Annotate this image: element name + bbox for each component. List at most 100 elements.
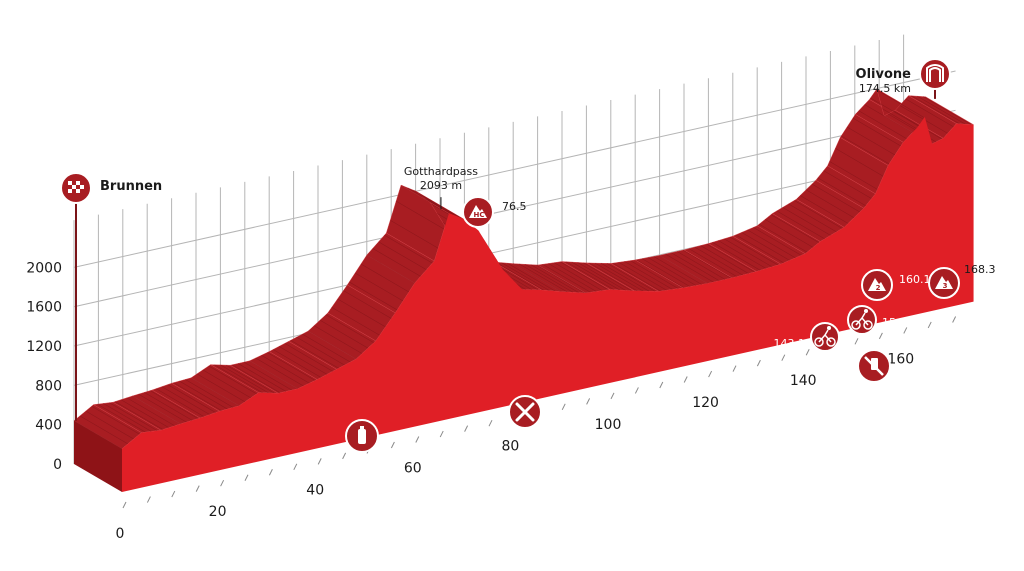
- profile-ridge-hatch: [366, 254, 415, 284]
- profile-ridge-hatch: [190, 377, 240, 407]
- x-tick-label: 40: [306, 482, 324, 498]
- profile-ridge-hatch: [595, 262, 644, 292]
- x-tick-label: 20: [209, 504, 227, 520]
- profile-ridge-hatch: [360, 263, 410, 293]
- grid-line-horizontal: [73, 70, 956, 268]
- cyclist-wheel: [814, 337, 824, 347]
- climb-category: HC: [474, 211, 485, 219]
- profile-ridge-hatch: [589, 262, 638, 292]
- profile-ridge-hatch: [571, 261, 620, 291]
- x-tick-mark: [293, 463, 298, 471]
- profile-side-face: [74, 420, 122, 492]
- profile-ridge-hatch: [829, 161, 878, 190]
- y-tick-label: 400: [35, 418, 62, 434]
- profile-ridge-hatch: [653, 256, 702, 285]
- profile-ridge-hatch: [706, 243, 755, 273]
- profile-ridge-hatch: [308, 330, 357, 360]
- climb-km-label: 160.1: [899, 273, 931, 286]
- profile-ridge-hatch: [120, 399, 169, 428]
- profile-ridge-hatch: [817, 177, 866, 207]
- profile-ridge-hatch: [161, 386, 210, 415]
- grid-line-horizontal: [73, 149, 956, 347]
- profile-ridge-hatch: [700, 245, 749, 274]
- bottle-cap: [360, 426, 364, 429]
- x-tick-mark: [878, 332, 883, 340]
- cyclist-head: [864, 309, 868, 313]
- profile-ridge-hatch: [214, 364, 263, 394]
- profile-ridge-hatch: [343, 290, 392, 319]
- profile-ridge-hatch: [559, 261, 609, 291]
- elevation-profile: [73, 88, 974, 493]
- flag-cell: [76, 189, 80, 193]
- profile-ridge-hatch: [542, 264, 591, 293]
- cyclist-head: [827, 326, 831, 330]
- summit-elevation: 2093 m: [420, 179, 462, 192]
- cyclist-wheel: [826, 337, 836, 347]
- flag-cell: [80, 189, 84, 193]
- profile-ridge-hatch: [823, 170, 872, 199]
- profile-ridge-hatch: [641, 258, 691, 287]
- profile-ridge-hatch: [226, 364, 275, 394]
- profile-ridge-hatch: [501, 262, 550, 291]
- x-tick-mark: [146, 496, 151, 503]
- profile-ridge-hatch: [624, 261, 673, 290]
- profile-ridge-hatch: [694, 246, 743, 276]
- x-tick-mark: [927, 321, 932, 329]
- profile-ridge-hatch: [155, 388, 205, 417]
- profile-ridge-hatch: [922, 96, 972, 125]
- profile-ridge-hatch: [753, 227, 802, 256]
- profile-ridge-hatch: [302, 333, 351, 363]
- climb-category: 3: [943, 282, 948, 290]
- x-tick-mark: [171, 490, 176, 498]
- profile-ridge-hatch: [149, 390, 199, 419]
- profile-ridge-hatch: [167, 384, 216, 413]
- finish-arch-icon: [919, 58, 951, 90]
- profile-ridge-hatch: [548, 263, 597, 292]
- profile-ridge-hatch: [840, 135, 890, 165]
- bottle-body: [358, 429, 366, 444]
- mountain-glyph: [935, 276, 953, 289]
- profile-ridge-hatch: [636, 259, 685, 288]
- profile-ridge-hatch: [577, 262, 626, 291]
- profile-front-face: [122, 116, 974, 493]
- flag-cell: [76, 181, 80, 185]
- profile-ridge-hatch: [612, 262, 661, 292]
- profile-ridge-hatch: [794, 200, 843, 229]
- profile-ridge-hatch: [788, 203, 837, 233]
- profile-ridge-hatch: [79, 415, 129, 445]
- profile-ridge-hatch: [600, 262, 650, 292]
- profile-ridge-hatch: [759, 223, 808, 253]
- profile-ridge-hatch: [185, 379, 234, 408]
- profile-ridge-hatch: [231, 364, 281, 394]
- profile-ridge-hatch: [91, 405, 140, 435]
- profile-ridge-hatch: [618, 261, 667, 291]
- profile-ridge-hatch: [337, 298, 386, 328]
- profile-ridge-hatch: [729, 236, 779, 266]
- profile-ridge-hatch: [799, 195, 849, 224]
- profile-ridge-hatch: [354, 272, 404, 302]
- profile-ridge-hatch: [319, 319, 369, 349]
- profile-ridge-hatch: [747, 229, 796, 259]
- profile-ridge-hatch: [173, 382, 222, 411]
- flag-cell: [72, 189, 76, 193]
- profile-ridge-hatch: [384, 234, 433, 264]
- profile-ridge-hatch: [846, 126, 896, 156]
- profile-ridge-hatch: [858, 110, 907, 139]
- profile-ridge-hatch: [85, 410, 134, 440]
- profile-ridge-hatch: [144, 392, 193, 421]
- x-tick-mark: [903, 327, 908, 334]
- flag-cell: [80, 181, 84, 185]
- profile-ridge-hatch: [583, 262, 632, 292]
- profile-ridge-hatch: [372, 248, 421, 277]
- cyclist-wheel: [851, 320, 861, 330]
- y-tick-label: 0: [53, 457, 62, 473]
- profile-ridge-hatch: [325, 314, 374, 343]
- profile-ridge-hatch: [911, 95, 960, 125]
- fork-knife-glyph: [515, 402, 535, 422]
- profile-ridge-hatch: [764, 219, 814, 248]
- profile-ridge-hatch: [536, 264, 585, 294]
- x-tick-mark: [586, 398, 591, 405]
- profile-ridge-hatch: [138, 393, 187, 423]
